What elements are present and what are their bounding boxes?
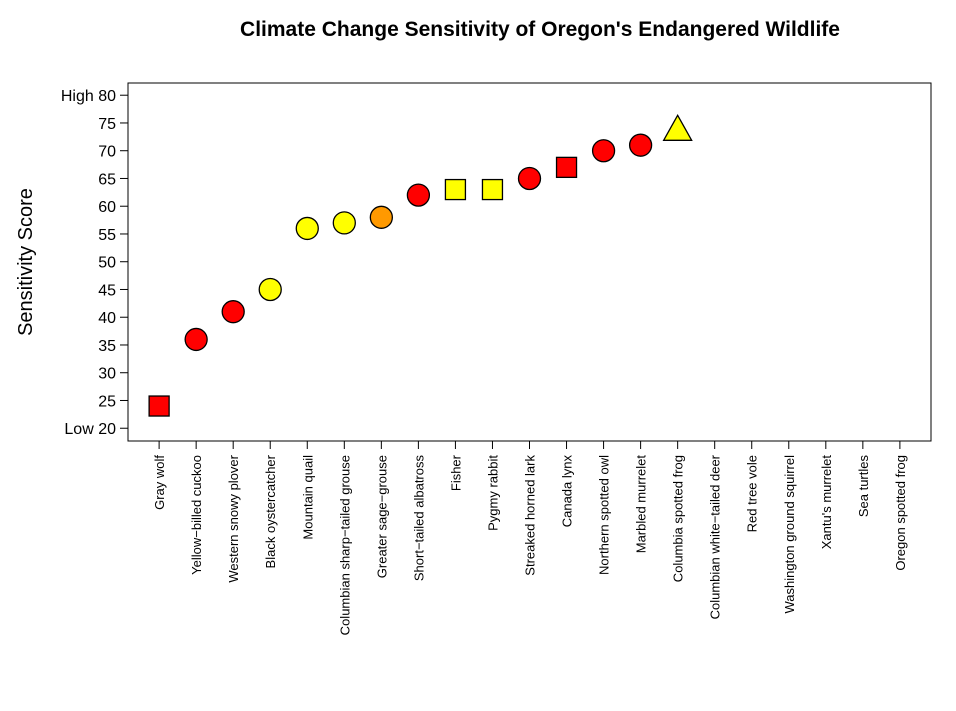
point <box>481 178 504 201</box>
x-tick-label: Western snowy plover <box>226 454 241 582</box>
point <box>332 211 356 235</box>
y-tick-label: 55 <box>98 227 116 244</box>
point <box>295 216 319 241</box>
y-tick-label: Low 20 <box>64 421 116 438</box>
x-tick-label: Yellow−billed cuckoo <box>189 455 204 575</box>
y-tick-label: 65 <box>98 171 116 188</box>
y-tick-label: 35 <box>98 338 116 355</box>
x-tick-label: Washington ground squirrel <box>782 455 797 614</box>
chart-title: Climate Change Sensitivity of Oregon's E… <box>240 18 840 41</box>
plot-frame <box>127 82 932 442</box>
x-tick-label: Black oystercatcher <box>263 454 278 568</box>
x-tick-label: Xantu's murrelet <box>819 455 834 550</box>
point <box>184 327 208 352</box>
y-tick-label: High 80 <box>61 88 116 105</box>
y-tick-label: 50 <box>98 255 116 272</box>
x-tick-label: Gray wolf <box>152 455 167 510</box>
y-tick-label: 60 <box>98 199 116 216</box>
point <box>591 139 616 163</box>
x-tick-label: Sea turtles <box>856 455 871 518</box>
y-tick-label: 45 <box>98 282 116 299</box>
x-tick-label: Greater sage−grouse <box>374 455 389 578</box>
point <box>258 277 282 302</box>
x-tick-label: Northern spotted owl <box>597 455 612 575</box>
y-tick-label: 75 <box>98 116 116 133</box>
point <box>517 166 542 191</box>
point <box>662 113 693 141</box>
x-tick-label: Oregon spotted frog <box>893 455 908 571</box>
x-tick-label: Columbian white−tailed deer <box>708 454 723 619</box>
y-axis-label: Sensitivity Score <box>15 188 37 336</box>
y-tick-label: 30 <box>98 366 116 383</box>
x-tick-label: Fisher <box>448 454 463 491</box>
point <box>555 156 578 179</box>
x-tick-label: Canada lynx <box>560 455 575 528</box>
point <box>148 395 170 417</box>
x-tick-label: Red tree vole <box>745 455 760 532</box>
point <box>406 183 431 207</box>
x-tick-label: Pygmy rabbit <box>485 455 500 531</box>
point <box>444 178 467 201</box>
point <box>628 133 653 157</box>
x-tick-label: Columbia spotted frog <box>671 455 686 582</box>
x-tick-label: Mountain quail <box>300 455 315 540</box>
point <box>221 300 245 324</box>
x-tick-label: Columbian sharp−tailed grouse <box>337 455 352 635</box>
x-tick-label: Marbled murrelet <box>634 455 649 554</box>
y-tick-label: 70 <box>98 144 116 161</box>
x-tick-label: Short−tailed albatross <box>411 455 426 582</box>
point <box>369 205 393 229</box>
x-tick-label: Streaked horned lark <box>523 455 538 576</box>
y-tick-label: 40 <box>98 310 116 327</box>
y-tick-label: 25 <box>98 393 116 410</box>
